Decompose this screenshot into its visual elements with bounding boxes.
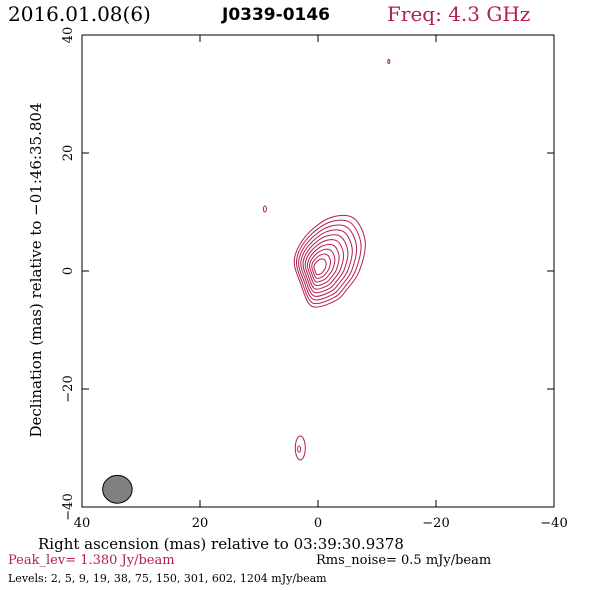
x-tick-label: −40	[540, 516, 567, 531]
contour-level-301	[309, 248, 336, 283]
contour-blob	[387, 59, 391, 65]
source-name: J0339-0146	[222, 5, 331, 25]
contour-level-9	[298, 224, 358, 301]
x-tick-label: 0	[314, 516, 322, 531]
contour-lines	[262, 59, 391, 461]
peak-level: Peak_lev= 1.380 Jy/beam	[8, 553, 175, 568]
contour-level-5	[295, 219, 362, 305]
plot-frame	[81, 34, 555, 508]
beam-shape	[102, 474, 133, 504]
contour-level-75	[304, 239, 345, 290]
rms-noise: Rms_noise= 0.5 mJy/beam	[316, 553, 492, 568]
contour-levels: Levels: 2, 5, 9, 19, 38, 75, 150, 301, 6…	[8, 572, 327, 585]
observation-date: 2016.01.08(6)	[8, 2, 151, 26]
frequency-label: Freq: 4.3 GHz	[387, 2, 531, 26]
contour-level-602	[311, 253, 332, 279]
y-tick-label: −40	[61, 493, 76, 520]
contour-blob	[262, 205, 267, 213]
y-axis-label: Declination (mas) relative to −01:46:35.…	[27, 102, 45, 438]
x-axis-label: Right ascension (mas) relative to 03:39:…	[38, 535, 404, 553]
x-tick-label: 40	[74, 516, 91, 531]
contour-blob	[297, 445, 302, 453]
contour-level-2	[293, 214, 366, 308]
y-tick-label: 20	[61, 145, 76, 162]
y-tick-label: 40	[61, 27, 76, 44]
contour-blob	[294, 435, 306, 461]
x-tick-label: −20	[422, 516, 449, 531]
contour-level-38	[302, 234, 349, 294]
beam-ellipse	[102, 474, 133, 504]
y-tick-label: −20	[61, 375, 76, 402]
x-tick-label: 20	[192, 516, 209, 531]
contour-level-19	[300, 229, 353, 297]
y-tick-label: 0	[61, 267, 76, 275]
contour-level-1204	[313, 258, 327, 276]
contour-level-150	[306, 243, 340, 287]
